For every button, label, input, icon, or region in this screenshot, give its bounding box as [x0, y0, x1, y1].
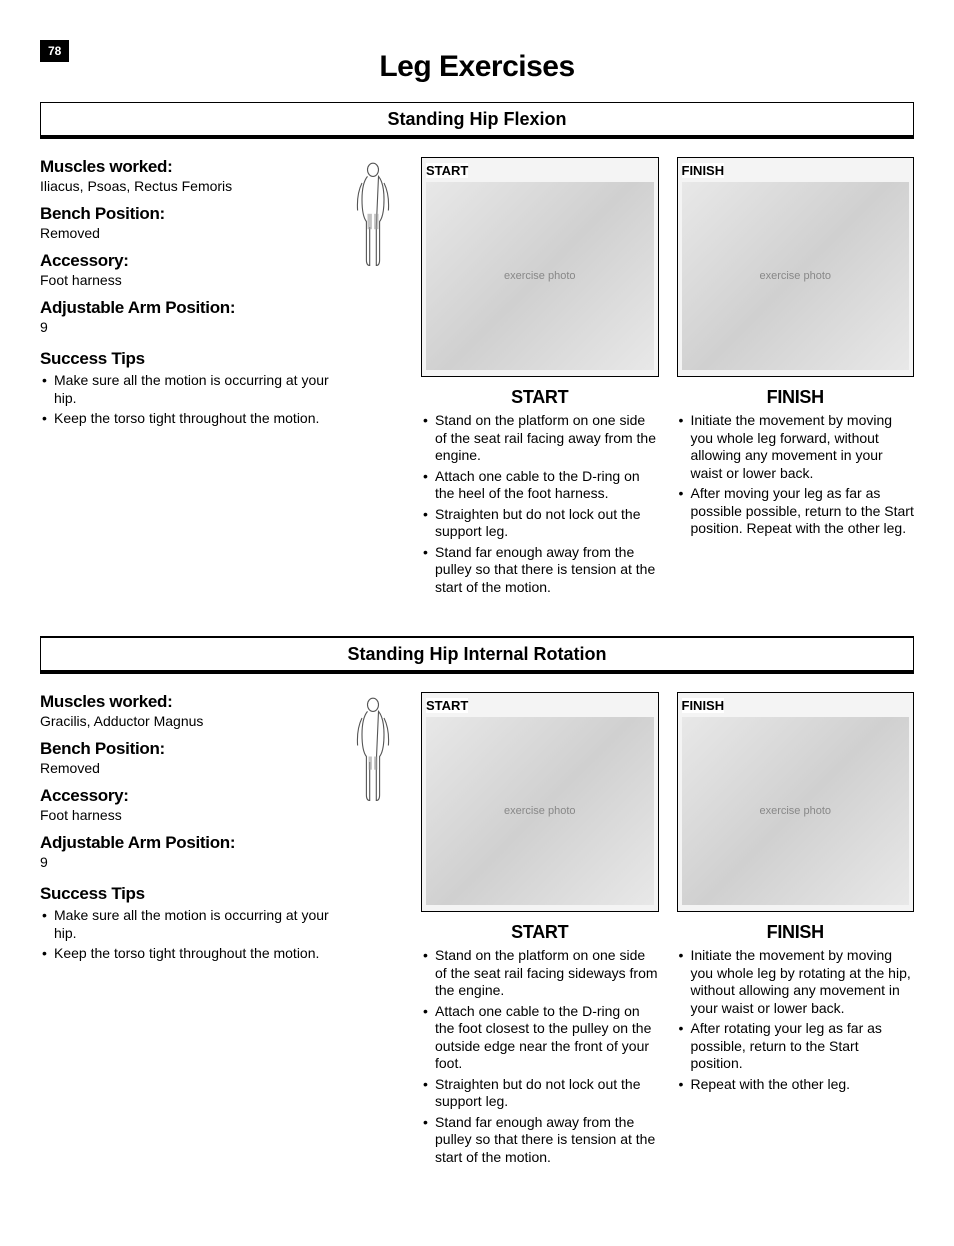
step-item: Attach one cable to the D-ring on the fo…	[421, 1003, 659, 1073]
step-item: Stand on the platform on one side of the…	[421, 947, 659, 1000]
finish-image-box: FINISH exercise photo	[677, 692, 915, 912]
anatomy-column	[348, 157, 403, 274]
muscles-label: Muscles worked:	[40, 692, 330, 712]
start-steps: Stand on the platform on one side of the…	[421, 412, 659, 596]
anatomy-column	[348, 692, 403, 809]
arm-label: Adjustable Arm Position:	[40, 833, 330, 853]
page-number: 78	[40, 40, 69, 62]
info-column: Muscles worked: Iliacus, Psoas, Rectus F…	[40, 157, 330, 428]
finish-steps: Initiate the movement by moving you whol…	[677, 947, 915, 1093]
step-item: Initiate the movement by moving you whol…	[677, 947, 915, 1017]
tip-item: Keep the torso tight throughout the moti…	[40, 410, 330, 428]
start-image-label: START	[426, 163, 468, 178]
start-image-label: START	[426, 698, 468, 713]
accessory-value: Foot harness	[40, 807, 330, 823]
start-column: START exercise photo START Stand on the …	[421, 692, 659, 1166]
step-item: Stand far enough away from the pulley so…	[421, 1114, 659, 1167]
bench-value: Removed	[40, 760, 330, 776]
exercise-block: Standing Hip Internal Rotation Muscles w…	[40, 638, 914, 1166]
step-item: After rotating your leg as far as possib…	[677, 1020, 915, 1073]
muscles-value: Iliacus, Psoas, Rectus Femoris	[40, 178, 330, 194]
finish-image-label: FINISH	[682, 163, 725, 178]
tips-list: Make sure all the motion is occurring at…	[40, 907, 330, 963]
finish-image-box: FINISH exercise photo	[677, 157, 915, 377]
step-item: Stand on the platform on one side of the…	[421, 412, 659, 465]
exercise-title: Standing Hip Internal Rotation	[40, 638, 914, 674]
step-item: Straighten but do not lock out the suppo…	[421, 1076, 659, 1111]
finish-column: FINISH exercise photo FINISH Initiate th…	[677, 157, 915, 538]
bench-label: Bench Position:	[40, 739, 330, 759]
tip-item: Make sure all the motion is occurring at…	[40, 372, 330, 407]
step-item: Initiate the movement by moving you whol…	[677, 412, 915, 482]
main-title: Leg Exercises	[40, 50, 914, 84]
finish-column: FINISH exercise photo FINISH Initiate th…	[677, 692, 915, 1093]
finish-image-label: FINISH	[682, 698, 725, 713]
finish-steps: Initiate the movement by moving you whol…	[677, 412, 915, 538]
step-item: Stand far enough away from the pulley so…	[421, 544, 659, 597]
tip-item: Keep the torso tight throughout the moti…	[40, 945, 330, 963]
start-image-box: START exercise photo	[421, 157, 659, 377]
start-steps: Stand on the platform on one side of the…	[421, 947, 659, 1166]
step-item: Repeat with the other leg.	[677, 1076, 915, 1094]
tips-header: Success Tips	[40, 349, 330, 369]
start-header: START	[421, 387, 659, 408]
anatomy-back-icon	[348, 696, 398, 806]
step-item: Straighten but do not lock out the suppo…	[421, 506, 659, 541]
muscles-value: Gracilis, Adductor Magnus	[40, 713, 330, 729]
muscles-label: Muscles worked:	[40, 157, 330, 177]
info-column: Muscles worked: Gracilis, Adductor Magnu…	[40, 692, 330, 963]
tips-list: Make sure all the motion is occurring at…	[40, 372, 330, 428]
exercise-start-image: exercise photo	[426, 182, 654, 370]
start-image-box: START exercise photo	[421, 692, 659, 912]
start-column: START exercise photo START Stand on the …	[421, 157, 659, 596]
finish-header: FINISH	[677, 387, 915, 408]
arm-value: 9	[40, 319, 330, 335]
start-header: START	[421, 922, 659, 943]
step-item: Attach one cable to the D-ring on the he…	[421, 468, 659, 503]
bench-label: Bench Position:	[40, 204, 330, 224]
exercise-finish-image: exercise photo	[682, 717, 910, 905]
exercise-finish-image: exercise photo	[682, 182, 910, 370]
exercise-block: Standing Hip Flexion Muscles worked: Ili…	[40, 102, 914, 596]
arm-value: 9	[40, 854, 330, 870]
finish-header: FINISH	[677, 922, 915, 943]
bench-value: Removed	[40, 225, 330, 241]
accessory-label: Accessory:	[40, 251, 330, 271]
exercise-start-image: exercise photo	[426, 717, 654, 905]
tips-header: Success Tips	[40, 884, 330, 904]
tip-item: Make sure all the motion is occurring at…	[40, 907, 330, 942]
exercise-title: Standing Hip Flexion	[40, 102, 914, 139]
accessory-label: Accessory:	[40, 786, 330, 806]
anatomy-front-icon	[348, 161, 398, 271]
arm-label: Adjustable Arm Position:	[40, 298, 330, 318]
accessory-value: Foot harness	[40, 272, 330, 288]
step-item: After moving your leg as far as possible…	[677, 485, 915, 538]
